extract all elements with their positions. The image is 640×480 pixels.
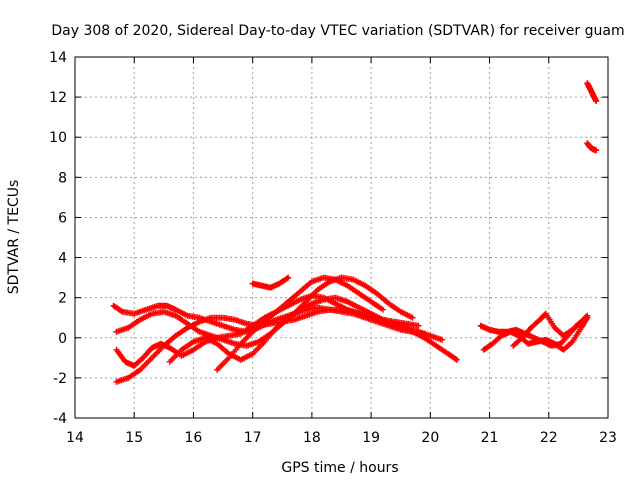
y-tick-label: 8 bbox=[58, 170, 67, 186]
data-point bbox=[285, 274, 292, 281]
x-tick-label: 19 bbox=[362, 430, 380, 446]
series-track-l bbox=[584, 140, 600, 154]
series-track-k bbox=[584, 80, 600, 105]
x-tick-label: 18 bbox=[303, 430, 321, 446]
y-tick-label: 0 bbox=[58, 331, 67, 347]
data-point bbox=[283, 275, 290, 282]
data-point bbox=[593, 98, 600, 105]
grid bbox=[75, 57, 608, 418]
series-track-f bbox=[214, 274, 386, 373]
data-point bbox=[118, 307, 125, 314]
y-tick-label: -4 bbox=[53, 411, 67, 427]
data-point bbox=[439, 336, 446, 343]
data-point bbox=[409, 314, 416, 321]
y-axis-label: SDTVAR / TECUs bbox=[6, 180, 22, 295]
data-point bbox=[584, 312, 591, 319]
y-tick-label: 10 bbox=[49, 130, 67, 146]
x-tick-label: 22 bbox=[540, 430, 558, 446]
y-tick-label: 6 bbox=[58, 210, 67, 226]
series-track-i bbox=[480, 314, 591, 353]
x-tick-label: 16 bbox=[185, 430, 203, 446]
series-track-j bbox=[510, 310, 591, 349]
y-tick-label: -2 bbox=[53, 371, 67, 387]
data-point bbox=[583, 313, 590, 320]
data-point bbox=[415, 322, 422, 329]
data-point bbox=[593, 147, 600, 154]
y-tick-label: 12 bbox=[49, 90, 67, 106]
axis-ticks: 14 15 16 17 18 19 20 21 22 23 -4 -2 0 2 4 6 8 10 12 14 bbox=[49, 50, 617, 446]
data-point bbox=[453, 356, 460, 363]
x-tick-label: 17 bbox=[244, 430, 262, 446]
x-tick-label: 15 bbox=[125, 430, 143, 446]
x-axis-label: GPS time / hours bbox=[281, 460, 398, 476]
data-points bbox=[110, 80, 600, 385]
y-tick-label: 14 bbox=[49, 50, 67, 66]
x-tick-label: 23 bbox=[599, 430, 617, 446]
series-track-g bbox=[249, 274, 292, 291]
x-tick-label: 14 bbox=[66, 430, 84, 446]
y-tick-label: 4 bbox=[58, 251, 67, 267]
plot-frame bbox=[74, 56, 609, 419]
data-point bbox=[568, 339, 575, 346]
data-point bbox=[452, 355, 459, 362]
data-point bbox=[379, 306, 386, 313]
chart-title: Day 308 of 2020, Sidereal Day-to-day VTE… bbox=[51, 23, 624, 39]
x-tick-label: 21 bbox=[481, 430, 499, 446]
y-tick-label: 2 bbox=[58, 291, 67, 307]
x-tick-label: 20 bbox=[421, 430, 439, 446]
